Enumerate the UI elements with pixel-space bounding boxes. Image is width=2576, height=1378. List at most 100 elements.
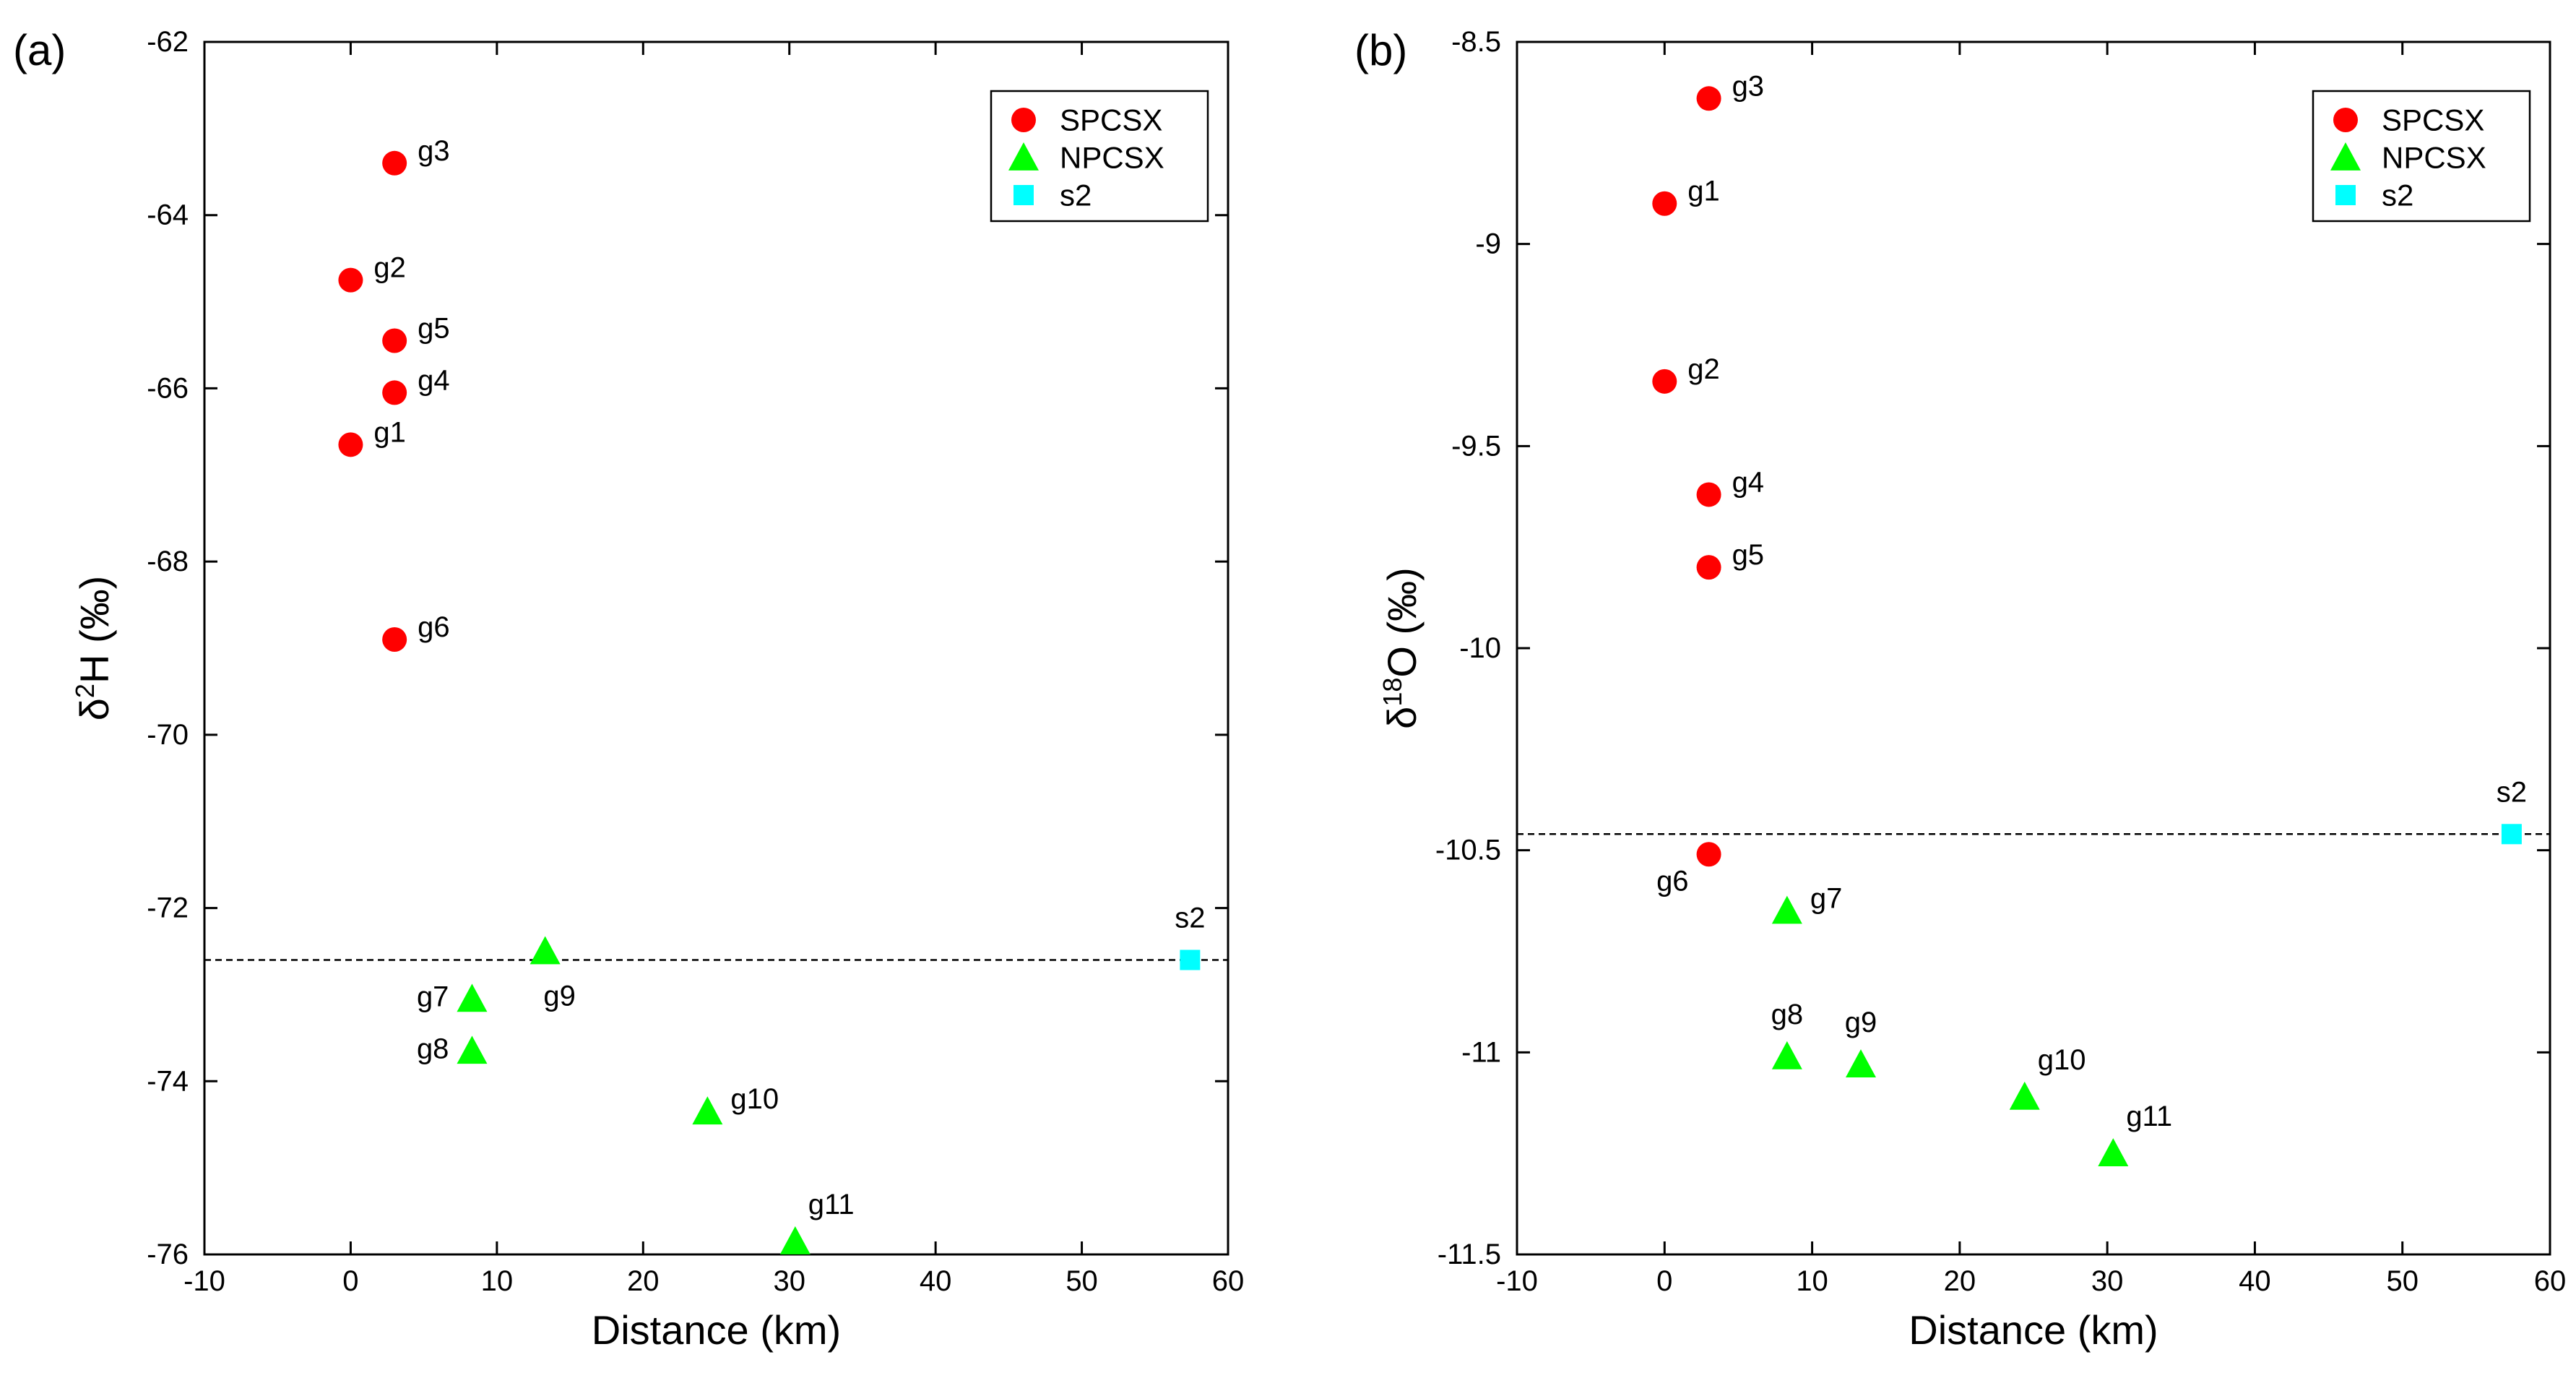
x-axis-title: Distance (km) (1909, 1307, 2158, 1353)
point-label-g3: g3 (1732, 70, 1765, 102)
x-axis-title: Distance (km) (592, 1307, 841, 1353)
data-point-g5 (1696, 555, 1721, 580)
x-tick-label: 50 (1066, 1265, 1098, 1297)
y-tick-label: -9.5 (1451, 430, 1501, 462)
plot-frame (1516, 40, 2551, 1256)
point-label-g1: g1 (373, 416, 406, 448)
x-tick-label: 20 (1944, 1265, 1976, 1297)
point-label-g7: g7 (417, 981, 449, 1012)
y-axis-title-sup: 2 (70, 684, 100, 698)
panel-label: (a) (13, 26, 66, 74)
data-point-g1 (338, 432, 363, 457)
y-tick-label: -68 (147, 546, 189, 577)
point-label-g7: g7 (1810, 883, 1843, 915)
panel-label: (b) (1354, 26, 1407, 74)
data-point-g1 (1652, 191, 1677, 216)
data-point-g5 (382, 328, 407, 353)
x-tick-label: 60 (1212, 1265, 1245, 1297)
legend-label-s2: s2 (1060, 178, 1092, 212)
data-point-g3 (1696, 86, 1721, 111)
point-label-g8: g8 (417, 1033, 449, 1064)
point-label-g3: g3 (418, 135, 450, 167)
point-label-g6: g6 (1656, 865, 1689, 897)
x-tick-label: 40 (2239, 1265, 2271, 1297)
point-label-g11: g11 (808, 1189, 855, 1220)
y-axis-title: δ2H (‰) (70, 576, 118, 721)
point-label-g9: g9 (1845, 1007, 1877, 1038)
y-axis-title-sup: 18 (1378, 678, 1407, 707)
point-label-g5: g5 (1732, 539, 1765, 571)
x-tick-label: 0 (342, 1265, 358, 1297)
y-tick-label: -66 (147, 372, 189, 404)
data-point-g7 (1771, 895, 1802, 924)
y-tick-label: -72 (147, 892, 189, 924)
point-label-g6: g6 (418, 611, 450, 643)
plot-frame (203, 40, 1229, 1256)
legend-label-SPCSX: SPCSX (1060, 103, 1162, 137)
data-point-g6 (382, 627, 407, 653)
legend-marker-s2 (1013, 185, 1034, 205)
y-tick-label: -10 (1459, 632, 1501, 664)
data-point-g10 (2009, 1081, 2040, 1110)
y-tick-label: -70 (147, 719, 189, 751)
y-tick-label: -8.5 (1451, 26, 1501, 58)
x-tick-label: 10 (1796, 1265, 1828, 1297)
y-tick-label: -62 (147, 26, 189, 58)
panel-b: -10 0 10 20 30 40 50 60 -11.5 -11 -10.5 -10 -9.5 -9 -8… (1354, 26, 2566, 1353)
point-label-s2: s2 (1175, 902, 1205, 934)
data-point-g8 (1771, 1041, 1802, 1069)
point-label-s2: s2 (2497, 776, 2527, 808)
point-label-g8: g8 (1771, 999, 1804, 1030)
data-point-g8 (457, 1035, 488, 1064)
y-tick-label: -11.5 (1438, 1239, 1501, 1270)
x-tick-label: 10 (481, 1265, 514, 1297)
data-point-s2 (1180, 949, 1201, 970)
legend-marker-s2 (2335, 185, 2356, 205)
point-label-g4: g4 (418, 364, 450, 396)
point-label-g2: g2 (1687, 353, 1720, 385)
x-tick-label: -10 (1496, 1265, 1538, 1297)
point-label-g10: g10 (2038, 1044, 2086, 1076)
y-tick-label: -11 (1461, 1036, 1501, 1068)
data-point-g3 (382, 150, 407, 176)
legend-marker-SPCSX (1011, 108, 1036, 132)
y-tick-label: -74 (147, 1065, 189, 1097)
legend-label-NPCSX: NPCSX (2382, 141, 2486, 175)
legend-marker-NPCSX (1008, 142, 1039, 171)
x-tick-label: 20 (627, 1265, 660, 1297)
data-point-g2 (338, 267, 363, 293)
x-tick-label: 30 (2091, 1265, 2124, 1297)
y-tick-label: -64 (147, 199, 189, 231)
data-point-g4 (382, 380, 407, 405)
x-tick-label: 30 (773, 1265, 805, 1297)
data-point-s2 (2501, 824, 2522, 845)
point-label-g10: g10 (730, 1083, 779, 1115)
legend-label-NPCSX: NPCSX (1060, 141, 1164, 175)
y-axis-title-rest: O (‰) (1379, 567, 1425, 677)
y-tick-label: -76 (147, 1239, 189, 1270)
data-point-g2 (1652, 369, 1677, 394)
x-tick-label: 40 (920, 1265, 952, 1297)
y-tick-label: -10.5 (1435, 835, 1501, 866)
data-point-g10 (692, 1096, 723, 1125)
data-point-g9 (530, 936, 561, 965)
legend-marker-SPCSX (2333, 108, 2358, 132)
data-point-g6 (1696, 842, 1721, 867)
x-tick-label: 50 (2386, 1265, 2419, 1297)
y-tick-label: -9 (1475, 228, 1501, 260)
data-point-g11 (2098, 1138, 2129, 1167)
y-axis-title-main: δ (1379, 707, 1425, 729)
point-label-g9: g9 (543, 981, 576, 1012)
x-tick-label: 60 (2534, 1265, 2567, 1297)
y-axis-title: δ18O (‰) (1378, 567, 1425, 729)
legend-marker-NPCSX (2330, 142, 2361, 171)
data-point-g7 (457, 983, 488, 1012)
y-axis-title-rest: H (‰) (72, 576, 117, 684)
panel-a: -10 0 10 20 30 40 50 60 -76 -74 -72 -70 -68 -66 -64 -62… (13, 26, 1244, 1353)
data-point-g9 (1845, 1049, 1876, 1077)
data-point-g11 (779, 1226, 811, 1254)
x-tick-label: 0 (1656, 1265, 1672, 1297)
legend-label-s2: s2 (2382, 178, 2413, 212)
point-label-g1: g1 (1687, 176, 1720, 207)
